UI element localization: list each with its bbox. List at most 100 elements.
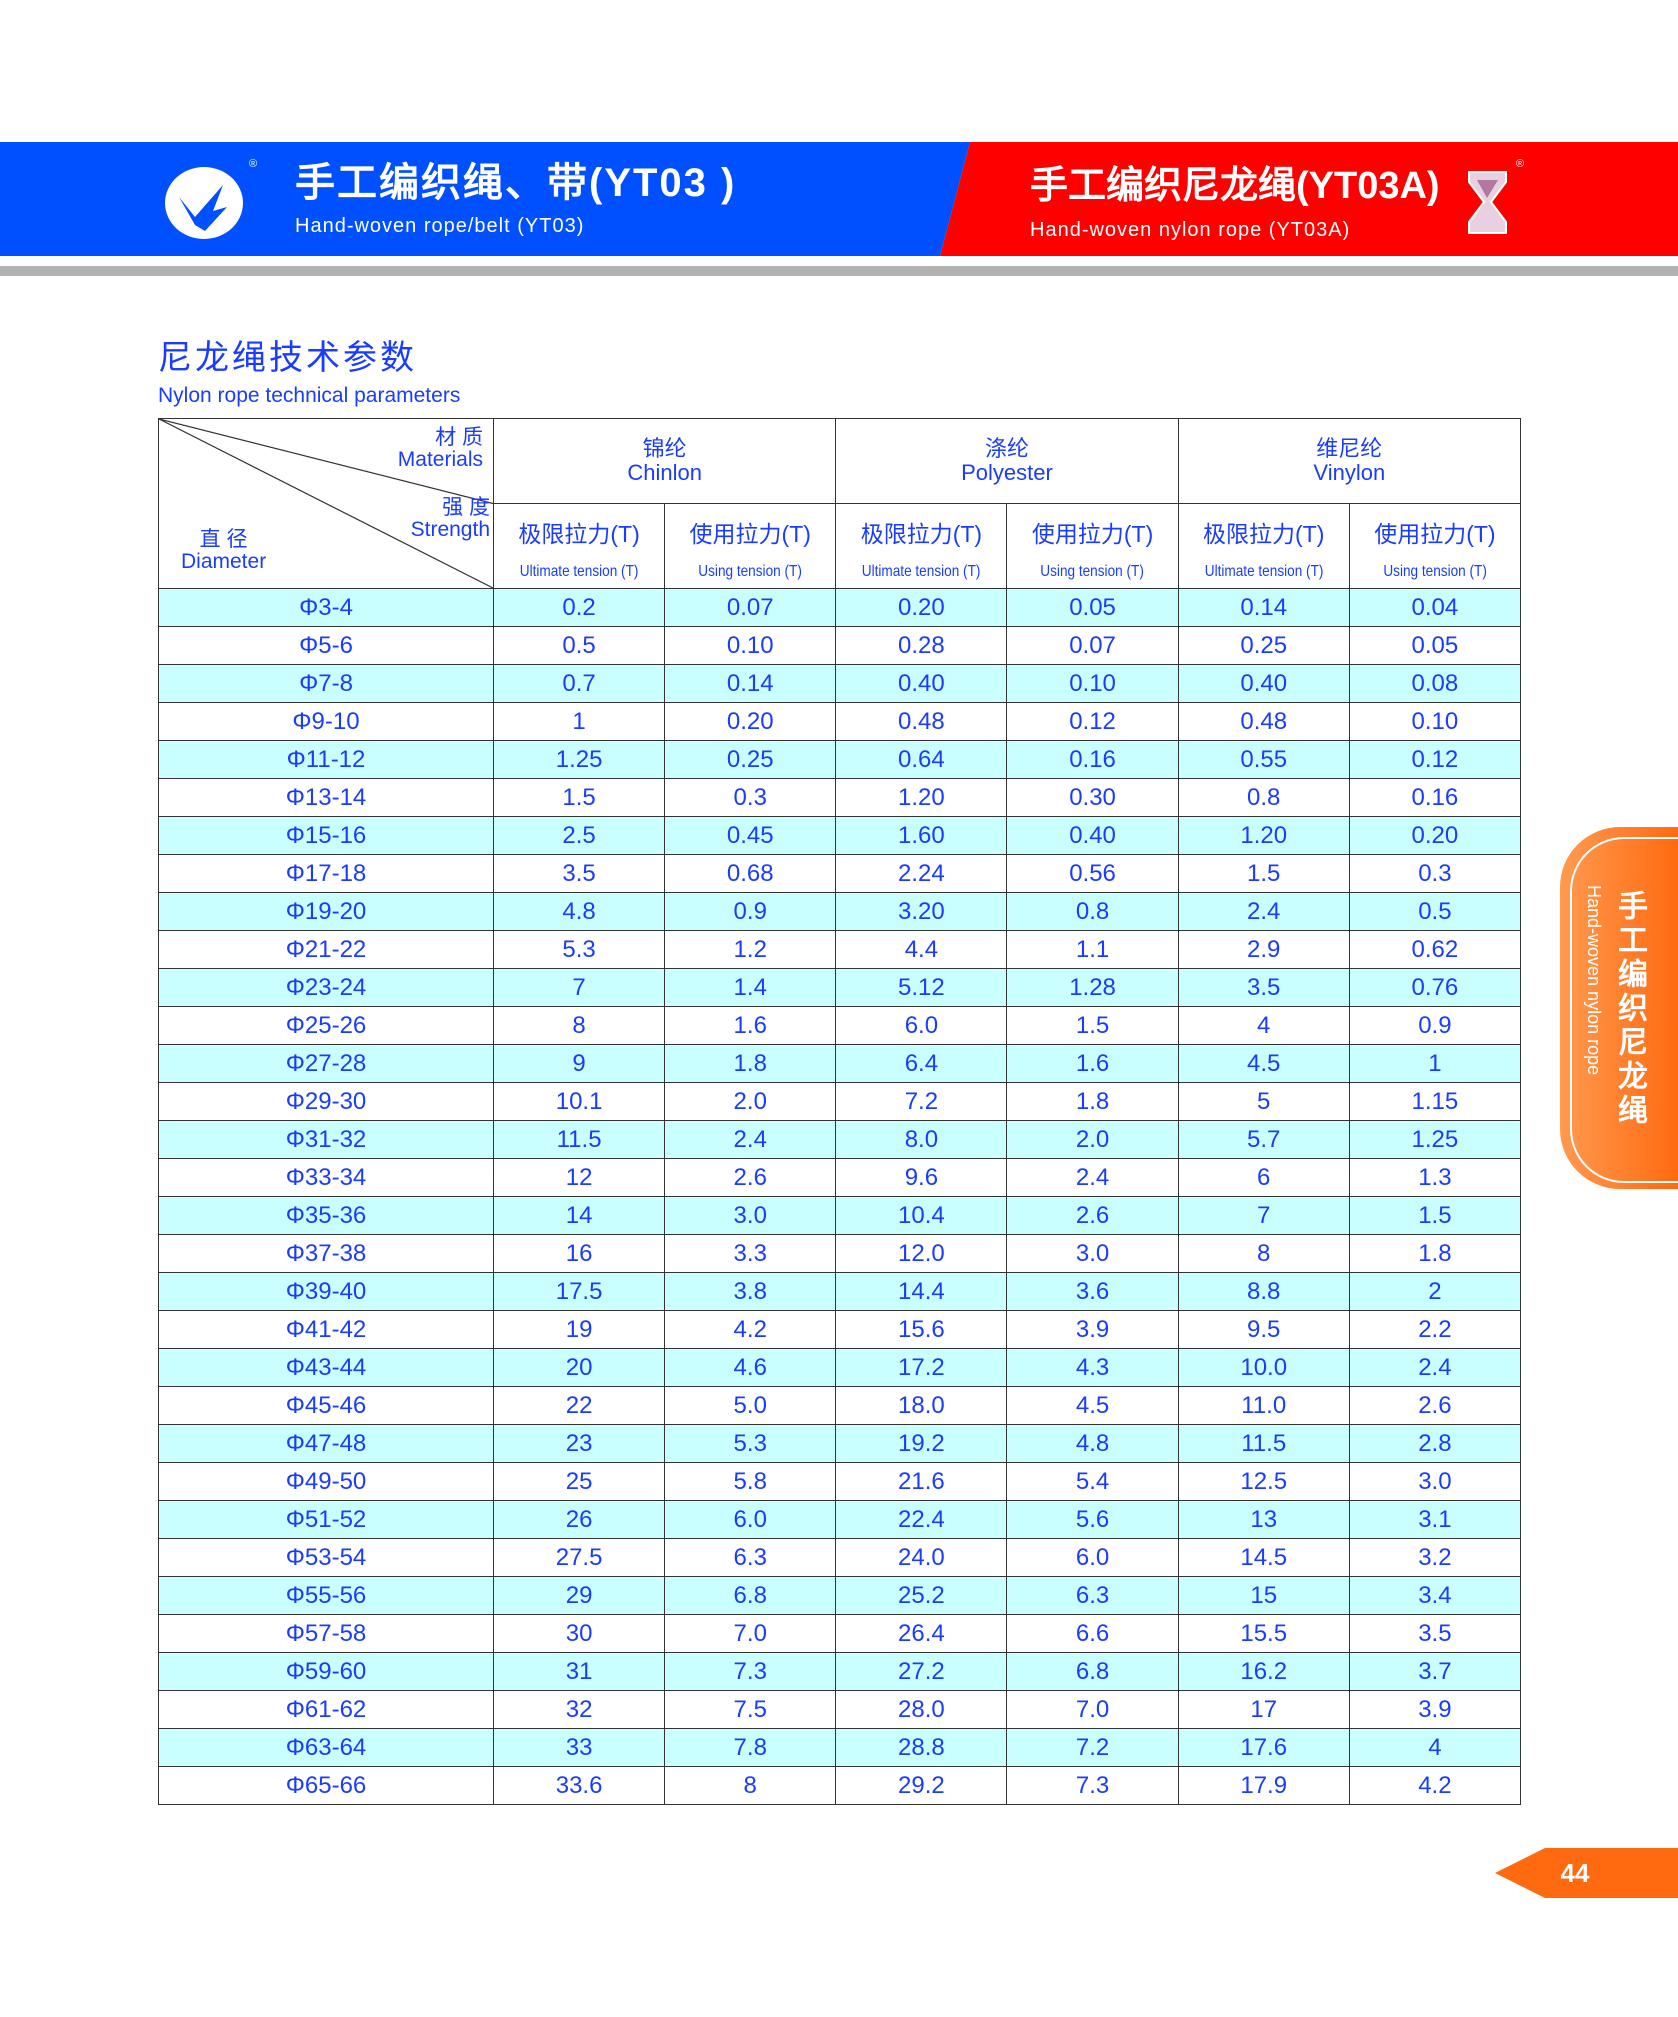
side-tab bbox=[1560, 827, 1678, 1189]
tension-cell: 1 bbox=[492, 702, 666, 741]
tension-cell: 9.6 bbox=[835, 1158, 1008, 1197]
tension-subheader: 使用拉力(T) Using tension (T) bbox=[1348, 503, 1522, 589]
tension-cell: 22 bbox=[492, 1386, 666, 1425]
diameter-cell: Φ47-48 bbox=[158, 1424, 494, 1463]
tension-cell: 0.45 bbox=[664, 816, 837, 855]
right-title-cn: 手工编织尼龙绳(YT03A) bbox=[1030, 165, 1440, 207]
diameter-cell: Φ43-44 bbox=[158, 1348, 494, 1387]
tension-cell: 7 bbox=[1177, 1196, 1350, 1235]
tension-cell: 0.62 bbox=[1348, 930, 1522, 969]
tension-cell: 1.25 bbox=[492, 740, 666, 779]
diameter-cell: Φ37-38 bbox=[158, 1234, 494, 1273]
tension-cell: 4.2 bbox=[1348, 1766, 1522, 1805]
page-number: 44 bbox=[1560, 1858, 1590, 1888]
table-row: Φ5-6 0.5 0.10 0.28 0.07 0.25 0.05 bbox=[158, 626, 1522, 665]
subheader-cn: 极限拉力(T) bbox=[860, 521, 983, 547]
tension-cell: 0.07 bbox=[664, 588, 837, 627]
tension-cell: 2.8 bbox=[1348, 1424, 1522, 1463]
tension-cell: 2.0 bbox=[1006, 1120, 1179, 1159]
diameter-cell: Φ53-54 bbox=[158, 1538, 494, 1577]
material-en: Vinylon bbox=[1313, 460, 1386, 485]
subheader-cn: 使用拉力(T) bbox=[689, 521, 811, 547]
table-row: Φ63-64 33 7.8 28.8 7.2 17.6 4 bbox=[158, 1728, 1522, 1767]
tension-cell: 20 bbox=[492, 1348, 666, 1387]
tension-cell: 1.5 bbox=[1348, 1196, 1522, 1235]
tension-cell: 26.4 bbox=[835, 1614, 1008, 1653]
tension-cell: 3.20 bbox=[835, 892, 1008, 931]
tension-cell: 3.9 bbox=[1348, 1690, 1522, 1729]
tension-cell: 11.5 bbox=[492, 1120, 666, 1159]
tension-cell: 14 bbox=[492, 1196, 666, 1235]
tension-cell: 1.60 bbox=[835, 816, 1008, 855]
tension-cell: 8.0 bbox=[835, 1120, 1008, 1159]
tension-cell: 1.25 bbox=[1348, 1120, 1522, 1159]
tension-cell: 0.5 bbox=[492, 626, 666, 665]
tension-cell: 1.5 bbox=[1177, 854, 1350, 893]
tension-cell: 31 bbox=[492, 1652, 666, 1691]
side-tab-cn: 手工编织尼龙绳 bbox=[1613, 890, 1646, 1128]
diameter-cell: Φ57-58 bbox=[158, 1614, 494, 1653]
table-row: Φ57-58 30 7.0 26.4 6.6 15.5 3.5 bbox=[158, 1614, 1522, 1653]
table-row: Φ55-56 29 6.8 25.2 6.3 15 3.4 bbox=[158, 1576, 1522, 1615]
header-divider bbox=[0, 266, 1678, 276]
material-header-chinlon: 锦纶 Chinlon bbox=[492, 418, 837, 504]
tension-cell: 0.48 bbox=[835, 702, 1008, 741]
table-row: Φ23-24 7 1.4 5.12 1.28 3.5 0.76 bbox=[158, 968, 1522, 1007]
tension-cell: 2.5 bbox=[492, 816, 666, 855]
tension-cell: 1.5 bbox=[1006, 1006, 1179, 1045]
diameter-cell: Φ17-18 bbox=[158, 854, 494, 893]
diameter-cell: Φ61-62 bbox=[158, 1690, 494, 1729]
tension-cell: 29.2 bbox=[835, 1766, 1008, 1805]
diameter-cell: Φ65-66 bbox=[158, 1766, 494, 1805]
tension-cell: 6.3 bbox=[664, 1538, 837, 1577]
section-title: 尼龙绳技术参数 bbox=[158, 339, 417, 377]
tension-cell: 3.7 bbox=[1348, 1652, 1522, 1691]
tension-cell: 1.6 bbox=[664, 1006, 837, 1045]
tension-cell: 4.8 bbox=[492, 892, 666, 931]
tension-cell: 17.2 bbox=[835, 1348, 1008, 1387]
tension-cell: 6.8 bbox=[1006, 1652, 1179, 1691]
tension-cell: 0.14 bbox=[664, 664, 837, 703]
tension-cell: 2.6 bbox=[664, 1158, 837, 1197]
tension-cell: 6.0 bbox=[835, 1006, 1008, 1045]
tension-cell: 7.0 bbox=[1006, 1690, 1179, 1729]
diameter-cell: Φ7-8 bbox=[158, 664, 494, 703]
tension-cell: 11.5 bbox=[1177, 1424, 1350, 1463]
table-row: Φ25-26 8 1.6 6.0 1.5 4 0.9 bbox=[158, 1006, 1522, 1045]
tension-cell: 0.3 bbox=[1348, 854, 1522, 893]
tension-cell: 10.0 bbox=[1177, 1348, 1350, 1387]
tension-cell: 19.2 bbox=[835, 1424, 1008, 1463]
tension-cell: 0.9 bbox=[1348, 1006, 1522, 1045]
tension-cell: 0.04 bbox=[1348, 588, 1522, 627]
tension-cell: 22.4 bbox=[835, 1500, 1008, 1539]
tension-cell: 7.2 bbox=[835, 1082, 1008, 1121]
tension-cell: 0.12 bbox=[1006, 702, 1179, 741]
tension-cell: 0.07 bbox=[1006, 626, 1179, 665]
tension-cell: 0.40 bbox=[1177, 664, 1350, 703]
diameter-cell: Φ31-32 bbox=[158, 1120, 494, 1159]
tension-cell: 15 bbox=[1177, 1576, 1350, 1615]
tension-cell: 28.0 bbox=[835, 1690, 1008, 1729]
diameter-cell: Φ19-20 bbox=[158, 892, 494, 931]
bird-logo-icon bbox=[165, 167, 243, 239]
tension-cell: 5.8 bbox=[664, 1462, 837, 1501]
tension-cell: 27.2 bbox=[835, 1652, 1008, 1691]
tension-cell: 30 bbox=[492, 1614, 666, 1653]
tension-cell: 2.4 bbox=[1177, 892, 1350, 931]
tension-cell: 1.8 bbox=[1006, 1082, 1179, 1121]
strength-cn: 强 度 bbox=[442, 496, 490, 519]
material-cn: 维尼纶 bbox=[1316, 436, 1383, 461]
tension-cell: 24.0 bbox=[835, 1538, 1008, 1577]
diameter-cell: Φ5-6 bbox=[158, 626, 494, 665]
tension-cell: 7.2 bbox=[1006, 1728, 1179, 1767]
tension-cell: 6.4 bbox=[835, 1044, 1008, 1083]
tension-cell: 4.3 bbox=[1006, 1348, 1179, 1387]
tension-cell: 7.0 bbox=[664, 1614, 837, 1653]
tension-cell: 0.28 bbox=[835, 626, 1008, 665]
tension-cell: 18.0 bbox=[835, 1386, 1008, 1425]
table-row: Φ37-38 16 3.3 12.0 3.0 8 1.8 bbox=[158, 1234, 1522, 1273]
tension-cell: 0.16 bbox=[1348, 778, 1522, 817]
tension-cell: 2.4 bbox=[1006, 1158, 1179, 1197]
diameter-cell: Φ51-52 bbox=[158, 1500, 494, 1539]
tension-cell: 33 bbox=[492, 1728, 666, 1767]
